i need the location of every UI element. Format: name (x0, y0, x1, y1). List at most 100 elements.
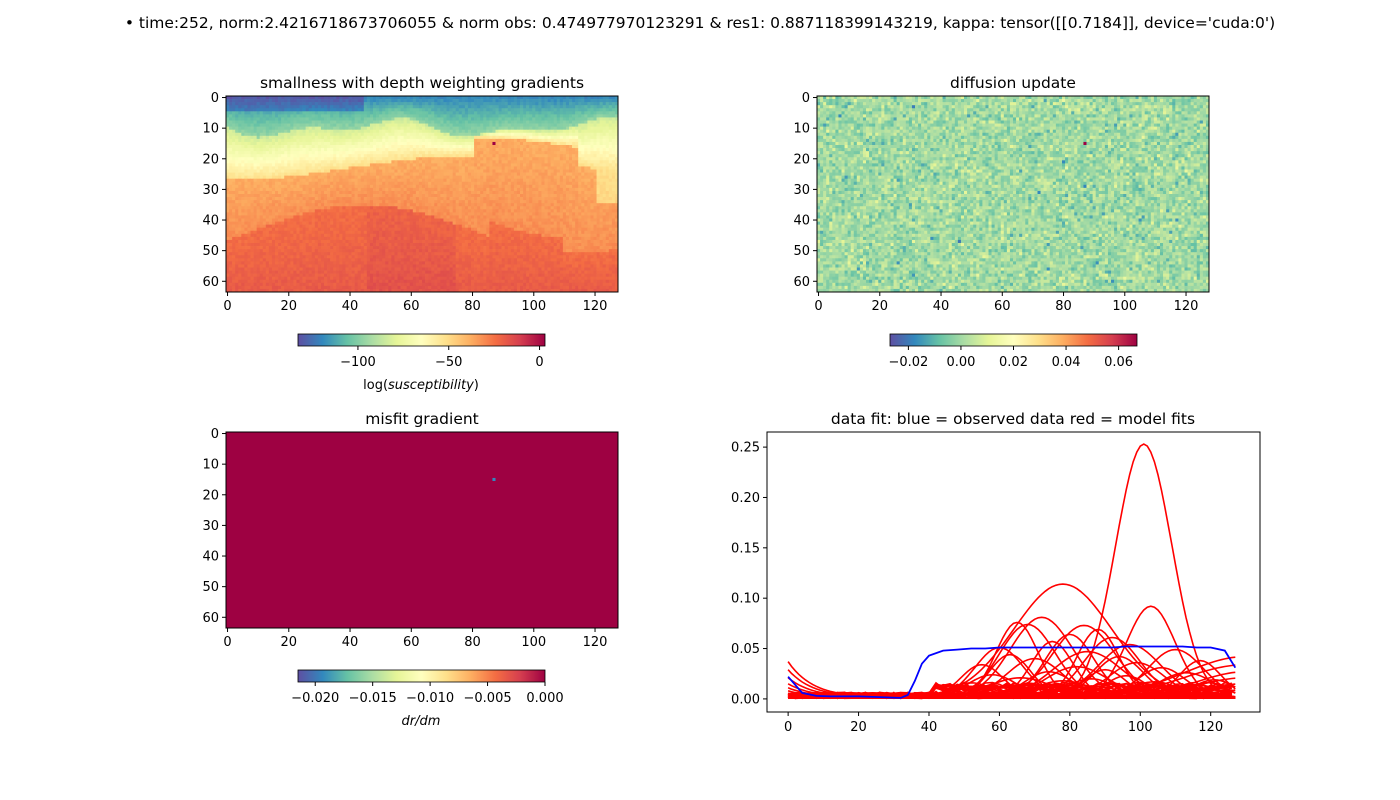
heatmap-cell (409, 105, 414, 109)
heatmap-cell (379, 151, 383, 155)
heatmap-cell (226, 102, 230, 106)
heatmap-cell (575, 172, 579, 176)
heatmap-cell (412, 163, 417, 167)
heatmap-cell (391, 151, 395, 155)
heatmap-cell (461, 184, 466, 189)
heatmap-cell (458, 96, 463, 100)
heatmap-cell (314, 111, 319, 115)
heatmap-cell (599, 187, 604, 192)
heatmap-cell (425, 203, 429, 207)
heatmap-cell (369, 105, 374, 109)
heatmap-cell (440, 141, 444, 146)
heatmap-cell (241, 132, 245, 137)
heatmap-cell (559, 187, 564, 192)
heatmap-cell (360, 120, 365, 124)
heatmap-cell (268, 181, 273, 186)
heatmap-cell (559, 151, 564, 155)
heatmap-cell (504, 117, 509, 121)
heatmap-cell (382, 181, 386, 186)
heatmap-cell (446, 132, 450, 137)
heatmap-cell (455, 108, 460, 112)
heatmap-cell (434, 157, 438, 161)
heatmap-cell (229, 108, 233, 112)
heatmap-cell (523, 203, 527, 207)
heatmap-cell (406, 172, 411, 176)
heatmap-cell (308, 141, 313, 146)
heatmap-cell (440, 111, 444, 115)
heatmap-cell (446, 105, 450, 109)
heatmap-cell (608, 148, 613, 152)
heatmap-cell (507, 181, 512, 186)
heatmap-cell (532, 184, 536, 189)
heatmap-cell (369, 129, 374, 134)
heatmap-cell (614, 160, 619, 164)
heatmap-cell (559, 114, 564, 118)
heatmap-cell (268, 197, 273, 201)
heatmap-cell (449, 172, 453, 176)
heatmap-cell (253, 135, 257, 140)
heatmap-cell (452, 141, 457, 146)
heatmap-cell (467, 172, 472, 176)
heatmap-cell (593, 129, 597, 134)
heatmap-cell (271, 148, 276, 152)
heatmap-cell (431, 181, 435, 186)
heatmap-cell (397, 157, 401, 161)
heatmap-cell (501, 102, 506, 106)
heatmap-cell (351, 108, 355, 112)
heatmap-cell (520, 187, 524, 192)
heatmap-cell (247, 169, 251, 173)
heatmap-cell (229, 178, 233, 183)
heatmap-cell (492, 197, 496, 201)
heatmap-cell (477, 194, 481, 198)
heatmap-cell (471, 187, 475, 192)
heatmap-cell (317, 209, 322, 213)
heatmap-cell (593, 105, 597, 109)
heatmap-cell (265, 197, 270, 201)
heatmap-cell (593, 108, 597, 112)
heatmap-cell (394, 187, 398, 192)
heatmap-cell (495, 120, 499, 124)
heatmap-cell (397, 123, 401, 127)
heatmap-cell (510, 148, 515, 152)
heatmap-cell (575, 184, 579, 189)
heatmap-cell (529, 206, 533, 210)
heatmap-cell (235, 169, 239, 173)
heatmap-cell (575, 200, 579, 204)
heatmap-cell (268, 148, 273, 152)
heatmap-cell (575, 187, 579, 192)
heatmap-cell (388, 181, 392, 186)
heatmap-cell (385, 206, 389, 210)
heatmap-cell (348, 111, 352, 115)
heatmap-cell (345, 175, 349, 180)
heatmap-cell (523, 132, 527, 137)
heatmap-cell (339, 212, 343, 216)
heatmap-cell (474, 187, 478, 192)
heatmap-cell (523, 187, 527, 192)
heatmap-cell (400, 108, 404, 112)
heatmap-cell (614, 148, 619, 152)
heatmap-cell (526, 126, 530, 131)
heatmap-cell (339, 203, 343, 207)
heatmap-cell (229, 209, 233, 213)
heatmap-cell (271, 212, 276, 216)
heatmap-cell (608, 141, 613, 146)
heatmap-cell (428, 105, 432, 109)
heatmap-cell (241, 163, 245, 167)
heatmap-cell (238, 206, 242, 210)
heatmap-cell (471, 114, 475, 118)
heatmap-cell (486, 194, 490, 198)
heatmap-cell (373, 138, 377, 143)
heatmap-cell (553, 154, 558, 158)
heatmap-cell (351, 99, 355, 103)
heatmap-cell (526, 148, 530, 152)
heatmap-cell (523, 102, 527, 106)
heatmap-cell (385, 123, 389, 127)
heatmap-cell (575, 99, 579, 103)
heatmap-cell (547, 197, 551, 201)
heatmap-cell (342, 187, 346, 192)
heatmap-cell (495, 212, 499, 216)
heatmap-cell (397, 175, 401, 180)
heatmap-cell (611, 132, 616, 137)
heatmap-cell (541, 120, 545, 124)
heatmap-cell (385, 163, 389, 167)
